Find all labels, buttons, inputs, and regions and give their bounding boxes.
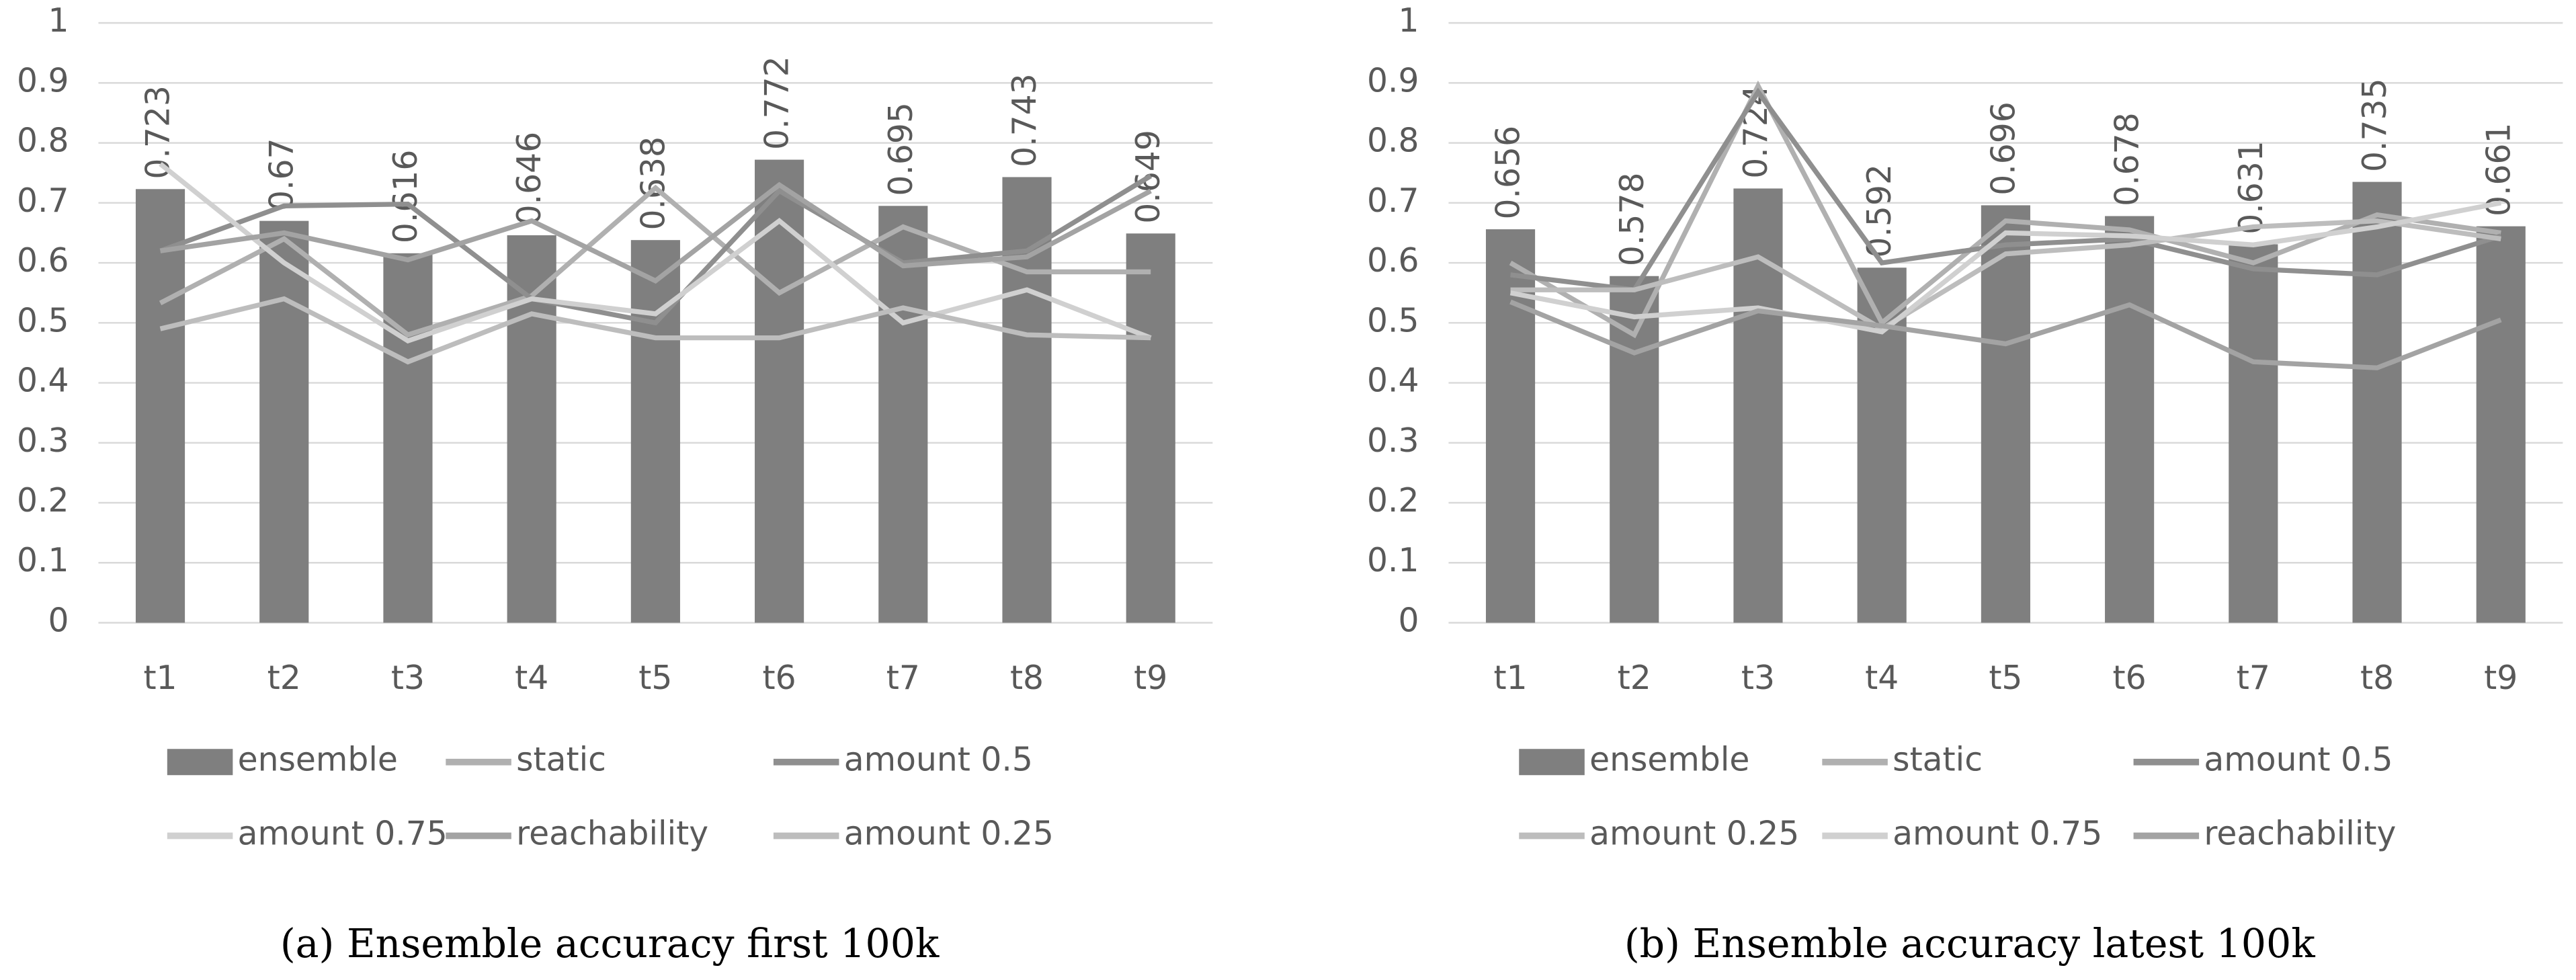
- x-tick-label: t8: [2360, 659, 2394, 697]
- x-tick-label: t4: [1865, 659, 1899, 697]
- y-tick-label: 0.8: [1367, 122, 1419, 160]
- y-tick-label: 0.6: [17, 242, 69, 280]
- y-tick-label: 0.8: [17, 122, 69, 160]
- value-label: 0.695: [882, 102, 920, 196]
- x-tick-label: t3: [1741, 659, 1775, 697]
- bar: [259, 220, 309, 623]
- y-tick-label: 0.7: [1367, 182, 1419, 220]
- x-tick-label: t1: [1493, 659, 1527, 697]
- bar: [630, 240, 680, 623]
- value-label: 0.578: [1614, 173, 1651, 267]
- chart: 0 0.1 0.2 0.3 0.4 0.5 0.6 0.7 0.8 0.9 1 t1 t2 t3 t4 t5 t…: [1367, 2, 2563, 967]
- y-tick-label: 0.6: [1367, 242, 1419, 280]
- x-tick-label: t3: [391, 659, 425, 697]
- x-tick-label: t9: [1134, 659, 1167, 697]
- x-tick-label: t1: [143, 659, 177, 697]
- legend-label: amount 0.25: [844, 815, 1054, 852]
- bar: [2105, 216, 2155, 623]
- legend-label: static: [1893, 741, 1983, 779]
- y-tick-label: 0.5: [17, 302, 69, 339]
- value-label: 0.67: [263, 138, 301, 211]
- bar: [383, 253, 433, 623]
- y-tick-label: 1: [48, 2, 69, 40]
- bar: [1002, 177, 1052, 623]
- bar: [1610, 276, 1659, 623]
- value-label: 0.724: [1737, 85, 1775, 179]
- line: [1510, 87, 2502, 293]
- y-tick-label: 0.1: [1367, 542, 1419, 579]
- value-label: 0.772: [759, 56, 796, 150]
- chart: 0 0.1 0.2 0.3 0.4 0.5 0.6 0.7 0.8 0.9 1 t1 t2 t3 t4 t5 t…: [17, 2, 1213, 967]
- y-tick-label: 0.3: [17, 422, 69, 460]
- line: [1510, 218, 2501, 332]
- value-label: 0.678: [2109, 112, 2147, 206]
- x-tick-label: t6: [2113, 659, 2147, 697]
- x-tick-label: t9: [2484, 659, 2518, 697]
- bar: [2476, 226, 2526, 623]
- bar: [1981, 205, 2030, 623]
- y-tick-label: 0: [48, 602, 69, 639]
- x-tick-label: t7: [886, 659, 920, 697]
- y-tick-label: 0: [1399, 602, 1419, 639]
- y-tick-label: 0.2: [17, 482, 69, 520]
- bar: [1126, 233, 1175, 623]
- x-tick-label: t2: [1618, 659, 1651, 697]
- y-tick-label: 0.7: [17, 182, 69, 220]
- legend-label: amount 0.75: [238, 815, 448, 852]
- y-tick-label: 0.9: [17, 62, 69, 99]
- caption: (b) Ensemble accuracy latest 100k: [1624, 921, 2315, 967]
- x-tick-label: t7: [2237, 659, 2270, 697]
- legend-label: reachability: [2204, 815, 2396, 852]
- x-tick-label: t2: [267, 659, 301, 697]
- value-label: 0.735: [2356, 78, 2394, 172]
- value-label: 0.696: [1985, 101, 2022, 196]
- bar: [2352, 181, 2402, 623]
- line: [159, 173, 1153, 326]
- legend-label: reachability: [516, 815, 708, 852]
- value-label: 0.616: [387, 150, 425, 244]
- x-tick-label: t4: [515, 659, 548, 697]
- bar: [878, 206, 928, 623]
- line: [1509, 299, 2502, 370]
- legend-label: amount 0.5: [844, 741, 1033, 779]
- line: [160, 181, 1152, 284]
- y-tick-label: 0.2: [1367, 482, 1419, 520]
- legend-label: amount 0.75: [1893, 815, 2102, 852]
- y-tick-label: 0.9: [1367, 62, 1419, 99]
- legend-swatch: [1519, 749, 1585, 776]
- bar: [755, 159, 804, 623]
- value-label: 0.743: [1006, 73, 1044, 167]
- bar: [1733, 188, 1783, 623]
- legend-label: amount 0.25: [1589, 815, 1799, 852]
- y-tick-label: 1: [1399, 2, 1419, 40]
- value-label: 0.646: [511, 132, 548, 226]
- legend-label: ensemble: [238, 741, 398, 779]
- y-tick-label: 0.5: [1367, 302, 1419, 339]
- legend-swatch: [167, 749, 233, 776]
- x-tick-label: t5: [1989, 659, 2022, 697]
- caption: (a) Ensemble accuracy first 100k: [280, 921, 940, 967]
- y-tick-label: 0.1: [17, 542, 69, 579]
- y-tick-label: 0.3: [1367, 422, 1419, 460]
- line: [159, 161, 1152, 344]
- value-label: 0.631: [2233, 140, 2270, 235]
- value-label: 0.723: [140, 85, 177, 179]
- value-label: 0.638: [634, 136, 672, 231]
- x-tick-label: t8: [1010, 659, 1044, 697]
- value-label: 0.656: [1490, 126, 1528, 220]
- line: [1509, 200, 2501, 335]
- bar: [135, 189, 185, 623]
- legend-label: static: [516, 741, 606, 779]
- y-tick-label: 0.4: [17, 362, 69, 400]
- x-tick-label: t5: [638, 659, 672, 697]
- legend-label: ensemble: [1589, 741, 1749, 779]
- x-tick-label: t6: [763, 659, 796, 697]
- legend-label: amount 0.5: [2204, 741, 2393, 779]
- bar: [2229, 244, 2278, 623]
- y-tick-label: 0.4: [1367, 362, 1419, 400]
- line: [159, 296, 1151, 365]
